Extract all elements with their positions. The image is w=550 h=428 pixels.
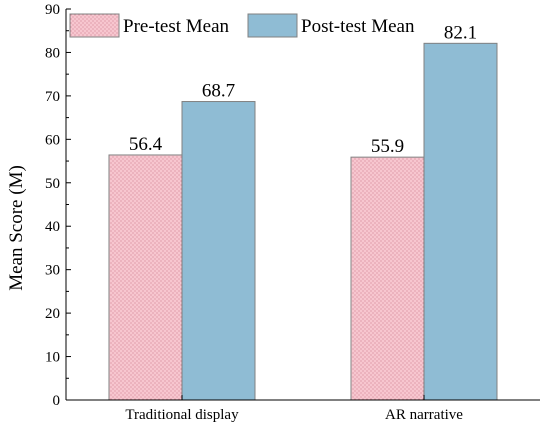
y-tick-label: 30 — [45, 263, 60, 279]
x-axis: Traditional display AR narrative — [66, 395, 540, 423]
x-category-label: Traditional display — [125, 407, 239, 423]
y-axis: 0 10 20 30 40 50 60 70 80 90 — [45, 2, 71, 409]
y-tick-label: 40 — [45, 219, 60, 235]
legend-swatch-post — [247, 13, 298, 38]
bar-post-0 — [181, 101, 256, 401]
legend-swatch-pre — [69, 13, 120, 38]
data-label-post-0: 68.7 — [202, 81, 235, 102]
y-axis-title: Mean Score (M) — [6, 165, 27, 291]
y-tick-label: 10 — [45, 350, 60, 366]
y-tick-label: 80 — [45, 45, 60, 61]
y-tick-label: 20 — [45, 306, 60, 322]
data-label-post-1: 82.1 — [444, 22, 477, 43]
legend-label-pre: Pre-test Mean — [123, 16, 230, 37]
data-label-pre-0: 56.4 — [129, 134, 163, 155]
data-labels: 56.4 55.9 68.7 82.1 — [129, 22, 477, 157]
x-category-label: AR narrative — [385, 407, 463, 423]
bar-pre-1 — [350, 156, 425, 401]
bar-pre-0 — [108, 154, 183, 401]
legend-label-post: Post-test Mean — [301, 16, 415, 37]
y-tick-label: 70 — [45, 89, 60, 105]
legend: Pre-test Mean Post-test Mean — [69, 13, 415, 38]
y-tick-label: 0 — [53, 393, 61, 409]
y-tick-label: 50 — [45, 176, 60, 192]
bars — [108, 42, 498, 401]
y-tick-label: 90 — [45, 2, 60, 18]
y-tick-label: 60 — [45, 132, 60, 148]
data-label-pre-1: 55.9 — [371, 136, 404, 157]
bar-post-1 — [423, 42, 498, 401]
